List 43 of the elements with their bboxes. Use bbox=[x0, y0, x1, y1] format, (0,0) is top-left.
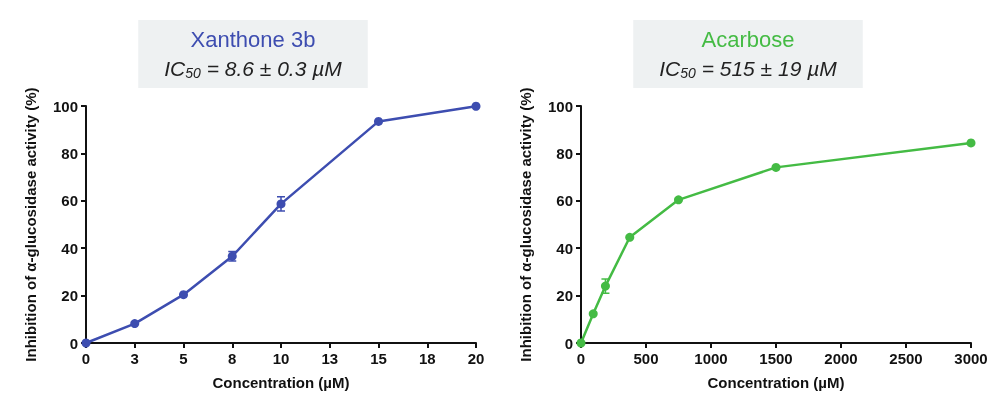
x-tick-label: 15 bbox=[370, 350, 387, 367]
y-tick-label: 0 bbox=[564, 334, 573, 352]
y-tick-label: 100 bbox=[547, 97, 573, 115]
y-tick-label: 40 bbox=[61, 239, 78, 257]
x-axis-title: Concentration (µM) bbox=[707, 374, 845, 391]
x-tick-label: 1000 bbox=[694, 350, 728, 367]
y-axis-title: Inhibition of α-glucosidase activity (%) bbox=[22, 87, 39, 362]
x-tick-label: 0 bbox=[576, 350, 586, 367]
point bbox=[674, 195, 683, 205]
y-tick-label: 20 bbox=[61, 287, 78, 305]
x-tick-label: 2000 bbox=[824, 350, 858, 367]
y-tick-label: 100 bbox=[52, 97, 78, 115]
x-tick-label: 3000 bbox=[954, 350, 988, 367]
y-tick-label: 60 bbox=[556, 192, 573, 210]
y-tick-label: 0 bbox=[69, 334, 78, 352]
point bbox=[625, 232, 635, 242]
chart-title: Xanthone 3b bbox=[190, 26, 316, 52]
x-tick-label: 10 bbox=[272, 350, 290, 367]
x-tick-label: 3 bbox=[130, 350, 139, 367]
x-tick-label: 13 bbox=[321, 350, 339, 367]
point bbox=[471, 101, 481, 111]
x-axis-title: Concentration (µM) bbox=[212, 374, 350, 391]
x-tick-label: 500 bbox=[633, 350, 659, 367]
x-tick-label: 5 bbox=[179, 350, 188, 367]
x-tick-label: 20 bbox=[467, 350, 485, 367]
y-tick-label: 40 bbox=[556, 239, 573, 257]
point bbox=[966, 138, 976, 148]
chart-title: Acarbose bbox=[701, 26, 795, 52]
y-tick-label: 80 bbox=[61, 144, 78, 162]
point bbox=[588, 309, 598, 319]
y-tick-label: 80 bbox=[556, 144, 573, 162]
point bbox=[130, 319, 140, 329]
x-tick-label: 2500 bbox=[889, 350, 923, 367]
y-axis-title: Inhibition of α-glucosidase activity (%) bbox=[517, 87, 534, 362]
y-tick-label: 60 bbox=[61, 192, 78, 210]
point bbox=[771, 162, 781, 172]
x-tick-label: 1500 bbox=[759, 350, 793, 367]
x-tick-label: 18 bbox=[418, 350, 436, 367]
point bbox=[179, 290, 188, 300]
point bbox=[374, 116, 383, 126]
x-tick-label: 8 bbox=[228, 350, 237, 367]
y-tick-label: 20 bbox=[556, 287, 573, 305]
x-tick-label: 0 bbox=[81, 350, 91, 367]
